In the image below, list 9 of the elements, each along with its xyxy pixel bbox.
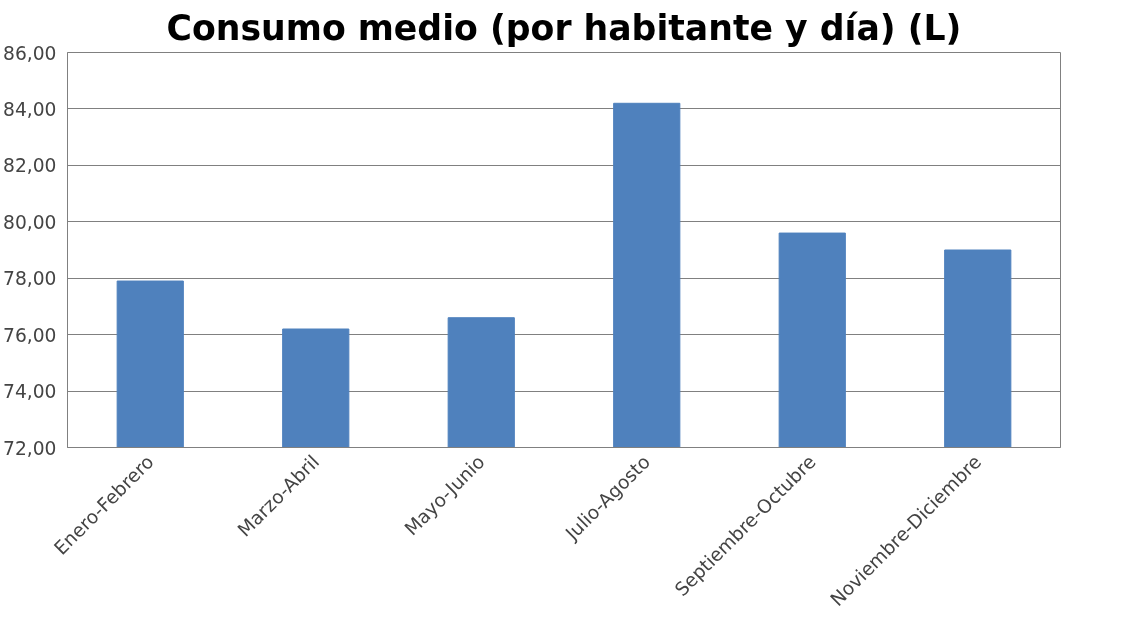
y-tick-label: 78,00 xyxy=(3,268,57,290)
y-tick-label: 80,00 xyxy=(3,211,57,233)
y-tick-label: 86,00 xyxy=(3,42,57,64)
y-tick-label: 74,00 xyxy=(3,381,57,403)
y-tick-label: 84,00 xyxy=(3,98,57,120)
chart-title: Consumo medio (por habitante y día) (L) xyxy=(166,7,962,48)
y-tick-label: 82,00 xyxy=(3,155,57,177)
y-tick-label: 76,00 xyxy=(3,324,57,346)
y-tick-label: 72,00 xyxy=(3,437,57,459)
